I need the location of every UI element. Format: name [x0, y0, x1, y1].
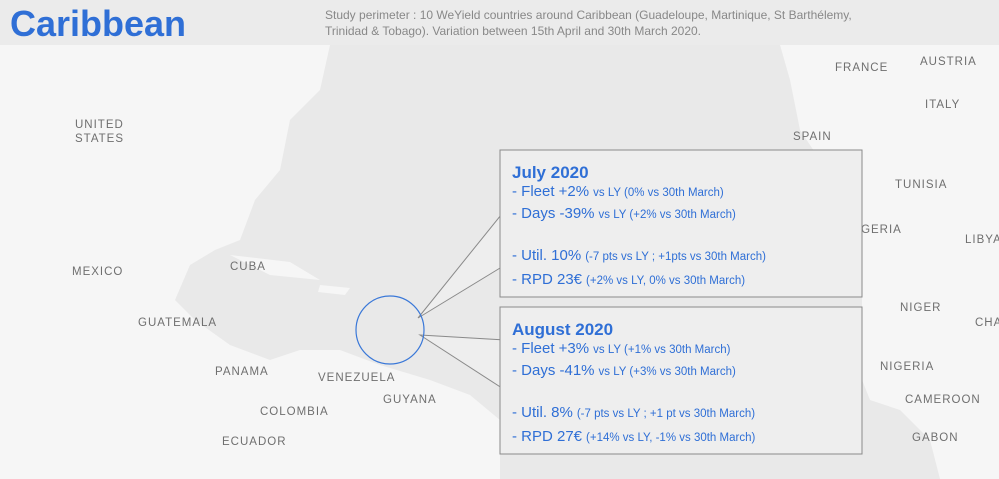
callout-item: - Days -39% vs LY (+2% vs 30th March)	[512, 205, 736, 222]
item-detail: (+2% vs LY, 0% vs 30th March)	[586, 275, 745, 287]
map-label: STATES	[75, 133, 124, 145]
item-main: - Util. 10%	[512, 247, 581, 264]
highlight-circle	[355, 295, 425, 365]
item-main: - RPD 23€	[512, 271, 583, 288]
map-label: GUYANA	[383, 394, 437, 406]
map-label: GUATEMALA	[138, 317, 217, 329]
callout-title: August 2020	[512, 320, 613, 339]
item-detail: vs LY (+2% vs 30th March)	[599, 209, 736, 221]
subtitle: Study perimeter : 10 WeYield countries a…	[325, 8, 852, 22]
map-label: TUNISIA	[895, 179, 947, 191]
item-detail: vs LY (0% vs 30th March)	[593, 187, 724, 199]
map-label: GABON	[912, 432, 959, 444]
map-label: UNITED	[75, 119, 124, 131]
map-label: NIGERIA	[880, 361, 934, 373]
map-label: NIGER	[900, 302, 941, 314]
map-label: VENEZUELA	[318, 372, 395, 384]
item-main: - Fleet +3%	[512, 340, 589, 357]
title: Caribbean	[10, 3, 186, 44]
callout-item: - Util. 10% (-7 pts vs LY ; +1pts vs 30th…	[512, 247, 766, 264]
callout-item: - Fleet +3% vs LY (+1% vs 30th March)	[512, 340, 731, 357]
item-detail: vs LY (+3% vs 30th March)	[599, 366, 736, 378]
map-label: AUSTRIA	[920, 56, 977, 68]
map-label: PANAMA	[215, 366, 269, 378]
item-detail: (+14% vs LY, -1% vs 30th March)	[586, 432, 755, 444]
map-labels: UNITED STATES MEXICO CUBA GUATEMALA PANAMA VEN…	[72, 56, 999, 448]
callouts: July 2020- Fleet +2% vs LY (0% vs 30th Ma…	[499, 149, 863, 455]
map-label: MEXICO	[72, 266, 123, 278]
callout-item: - Days -41% vs LY (+3% vs 30th March)	[512, 362, 736, 379]
map-label: CAMEROON	[905, 394, 981, 406]
map-label: ITALY	[925, 99, 960, 111]
item-main: - Util. 8%	[512, 404, 573, 421]
map-label: CUBA	[230, 261, 266, 273]
callout-box	[499, 306, 863, 455]
map-label: SPAIN	[793, 131, 832, 143]
subtitle: Trinidad & Tobago). Variation between 15…	[325, 24, 701, 38]
item-detail: (-7 pts vs LY ; +1 pt vs 30th March)	[577, 408, 755, 420]
map-label: LIBYA	[965, 234, 999, 246]
item-main: - Days -41%	[512, 362, 595, 379]
callout-title: July 2020	[512, 163, 589, 182]
callout-item: - RPD 23€ (+2% vs LY, 0% vs 30th March)	[512, 271, 745, 288]
map-label: FRANCE	[835, 62, 888, 74]
callout-item: - RPD 27€ (+14% vs LY, -1% vs 30th March)	[512, 428, 755, 445]
header-bar	[0, 0, 999, 45]
item-detail: vs LY (+1% vs 30th March)	[593, 344, 730, 356]
map-label: CHAD	[975, 317, 999, 329]
callout-box	[499, 149, 863, 298]
item-detail: (-7 pts vs LY ; +1pts vs 30th March)	[585, 251, 766, 263]
item-main: - RPD 27€	[512, 428, 583, 445]
map-label: ECUADOR	[222, 436, 287, 448]
map-label: COLOMBIA	[260, 406, 329, 418]
item-main: - Fleet +2%	[512, 183, 589, 200]
item-main: - Days -39%	[512, 205, 595, 222]
callout-item: - Fleet +2% vs LY (0% vs 30th March)	[512, 183, 724, 200]
callout-item: - Util. 8% (-7 pts vs LY ; +1 pt vs 30th …	[512, 404, 755, 421]
